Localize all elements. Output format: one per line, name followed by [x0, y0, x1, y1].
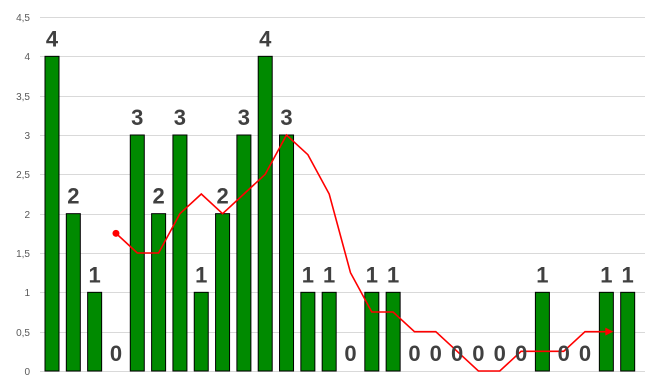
bar [534, 291, 550, 372]
data-label: 0 [451, 341, 463, 366]
y-tick-label: 2,5 [16, 170, 30, 181]
data-label: 1 [323, 262, 335, 287]
y-tick-label: 4 [24, 52, 30, 63]
data-label: 1 [387, 262, 399, 287]
bar [44, 55, 60, 372]
data-label: 2 [216, 184, 228, 209]
data-label: 0 [558, 341, 570, 366]
y-tick-label: 1,5 [16, 249, 30, 260]
bar [193, 291, 209, 372]
bar [172, 134, 188, 372]
data-label: 1 [195, 262, 207, 287]
data-label: 1 [622, 262, 634, 287]
bars [44, 55, 636, 372]
data-label: 2 [67, 184, 79, 209]
bar [257, 55, 273, 372]
y-tick-label: 3,5 [16, 92, 30, 103]
trend-line-start-marker [112, 229, 120, 237]
bar [620, 291, 636, 372]
data-label: 0 [110, 341, 122, 366]
bar [65, 213, 81, 372]
data-label: 0 [344, 341, 356, 366]
data-label: 1 [366, 262, 378, 287]
bar [236, 134, 252, 372]
y-tick-label: 4,5 [16, 13, 30, 24]
bar [87, 291, 103, 372]
data-label: 1 [536, 262, 548, 287]
y-tick-label: 1 [24, 288, 30, 299]
y-axis-ticks: 0 0,5 1 1,5 2 2,5 3 3,5 4 4,5 [16, 13, 30, 376]
trend-line-path [115, 133, 607, 372]
data-label: 2 [152, 184, 164, 209]
data-label: 3 [280, 105, 292, 130]
bar [300, 291, 316, 372]
bar [151, 213, 167, 372]
bar [385, 291, 401, 372]
data-label: 1 [302, 262, 314, 287]
data-label: 3 [174, 105, 186, 130]
y-tick-label: 0,5 [16, 328, 30, 339]
bar [279, 134, 295, 372]
data-label: 0 [494, 341, 506, 366]
data-label: 4 [259, 26, 272, 51]
data-label: 4 [46, 26, 59, 51]
data-label: 3 [238, 105, 250, 130]
trend-line-end-arrow [605, 327, 614, 336]
y-tick-label: 2 [24, 210, 30, 221]
data-label: 0 [579, 341, 591, 366]
data-label: 1 [89, 262, 101, 287]
data-label: 0 [515, 341, 527, 366]
data-label: 1 [600, 262, 612, 287]
data-label: 0 [472, 341, 484, 366]
trend-line [112, 133, 614, 372]
data-label: 0 [408, 341, 420, 366]
data-label: 3 [131, 105, 143, 130]
y-tick-label: 3 [24, 131, 30, 142]
bar [321, 291, 337, 372]
bar [215, 213, 231, 372]
data-label: 0 [430, 341, 442, 366]
y-tick-label: 0 [24, 367, 30, 376]
